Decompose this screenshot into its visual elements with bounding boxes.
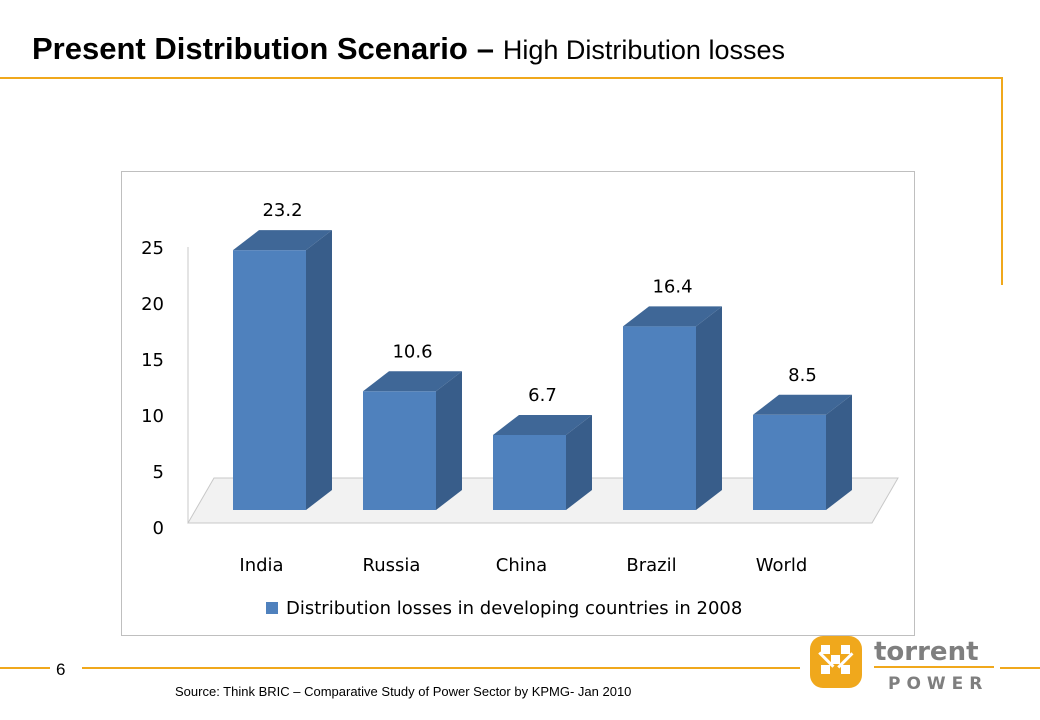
bar-brazil (623, 306, 722, 510)
data-label: 16.4 (652, 276, 692, 297)
bar-side (566, 414, 592, 510)
y-tick-label: 0 (153, 518, 164, 539)
data-label: 23.2 (262, 200, 302, 221)
y-tick-label: 5 (153, 462, 164, 483)
bar-top (753, 394, 852, 415)
bar-india (233, 230, 332, 510)
header-rule (0, 77, 1003, 79)
bar-china (493, 414, 592, 510)
footer-rule-right (1000, 667, 1040, 669)
slide-title-sub: High Distribution losses (502, 35, 785, 65)
data-label: 8.5 (788, 365, 817, 386)
bar-side (826, 394, 852, 510)
chart-frame: 0 5 10 15 20 25 23.2 India 10.6 Russia 6.7 China 16… (121, 171, 915, 636)
data-label: 6.7 (528, 385, 557, 406)
page-number: 6 (56, 660, 66, 679)
legend-label: Distribution losses in developing countr… (286, 598, 742, 619)
x-tick-label: Russia (363, 555, 421, 576)
slide-title-main: Present Distribution Scenario (32, 31, 468, 66)
slide-title: Present Distribution Scenario – High Dis… (32, 30, 785, 67)
torrent-power-logo: torrent POWER (810, 636, 994, 694)
torrent-power-logo-icon (810, 636, 862, 688)
bar-front (493, 434, 566, 510)
footer-rule-left (0, 667, 50, 669)
data-label: 10.6 (392, 341, 432, 362)
y-tick-label: 15 (141, 350, 164, 371)
x-tick-label: China (496, 555, 547, 576)
bar-russia (363, 371, 462, 510)
bar-front (363, 391, 436, 510)
footer-rule-middle (82, 667, 800, 669)
x-tick-label: Brazil (626, 555, 676, 576)
bar-side (306, 230, 332, 510)
bar-side (696, 306, 722, 510)
slide-title-separator: – (476, 31, 494, 66)
y-tick-label: 25 (141, 238, 164, 259)
x-tick-label: India (239, 555, 283, 576)
bar-world (753, 394, 852, 510)
bar-top (233, 230, 332, 251)
source-note: Source: Think BRIC – Comparative Study o… (175, 684, 632, 699)
bar-front (233, 250, 306, 510)
chart-canvas: 0 5 10 15 20 25 23.2 India 10.6 Russia 6.7 China 16… (141, 200, 899, 619)
bar-front (623, 326, 696, 510)
y-tick-label: 10 (141, 406, 164, 427)
logo-word-power: POWER (888, 674, 988, 694)
header-rule-drop (1001, 77, 1003, 285)
logo-word-torrent: torrent (874, 637, 979, 667)
x-tick-label: World (756, 555, 808, 576)
bar-top (363, 371, 462, 392)
bar-top (493, 414, 592, 435)
bar-side (436, 371, 462, 510)
legend-swatch (266, 602, 278, 614)
bar-top (623, 306, 722, 327)
y-tick-label: 20 (141, 294, 164, 315)
bar-front (753, 414, 826, 510)
